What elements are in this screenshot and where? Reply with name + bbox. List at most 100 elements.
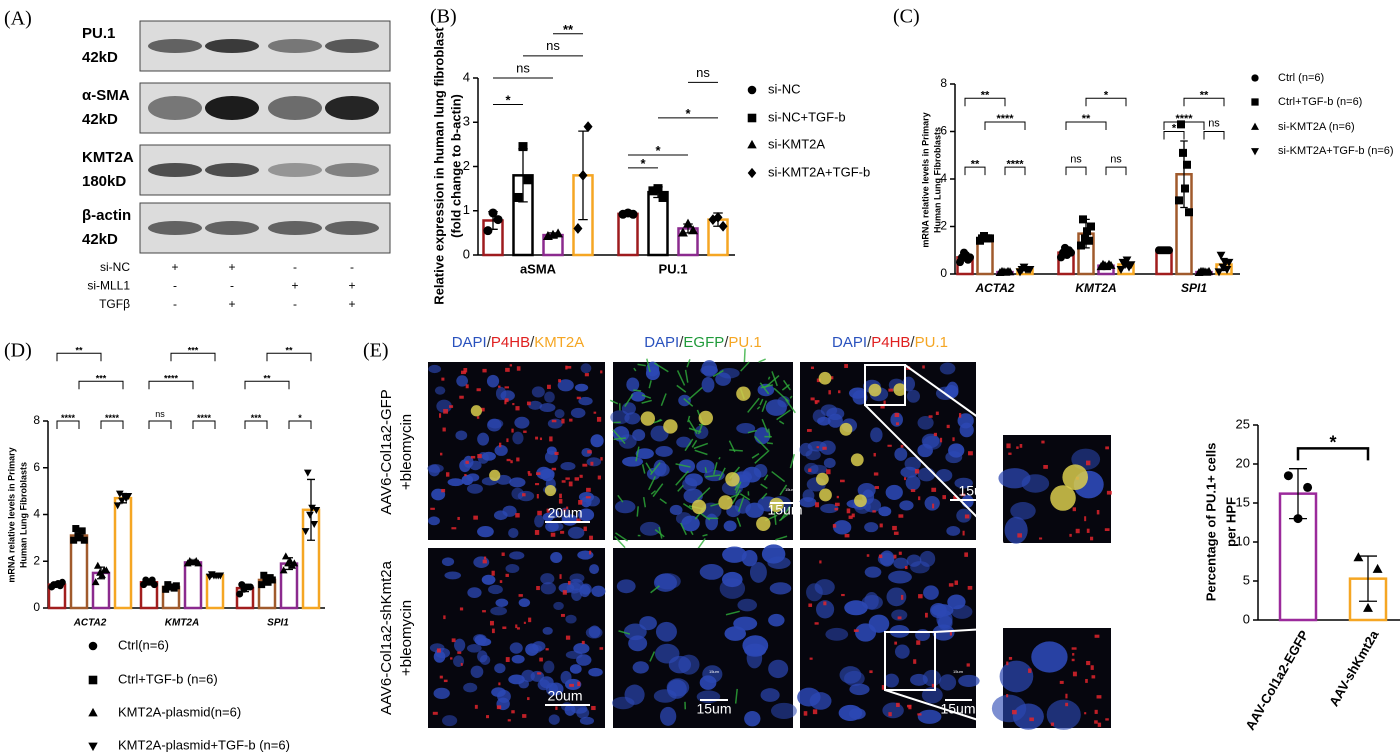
nucleus	[768, 613, 785, 627]
p4hb-signal	[576, 518, 581, 523]
egfp-signal	[649, 462, 661, 476]
channel-name: DAPI	[832, 334, 867, 351]
band-name: PU.1	[82, 25, 115, 42]
p4hb-signal	[511, 710, 515, 714]
scale-bar-label: 15um	[940, 701, 975, 717]
p4hb-signal	[482, 610, 486, 613]
nucleus	[588, 625, 601, 638]
panel-label: (E)	[363, 340, 389, 362]
nucleus	[777, 395, 791, 408]
nucleus	[621, 402, 636, 415]
x-tick-label: SPI1	[1181, 281, 1207, 295]
nucleus	[864, 522, 879, 533]
p4hb-signal	[559, 493, 562, 499]
data-point	[513, 192, 523, 202]
nucleus	[852, 390, 868, 405]
pu1-signal	[769, 497, 784, 513]
egfp-signal	[618, 630, 631, 635]
p4hb-signal	[574, 477, 580, 481]
p4hb-signal	[439, 413, 442, 418]
channel-name: /	[724, 334, 729, 351]
zoom-line	[864, 404, 1004, 544]
y-axis-label: Percentage of PU.1+ cells	[1203, 443, 1218, 602]
y-tick-label: 2	[940, 219, 947, 233]
p4hb-signal	[844, 533, 850, 538]
p4hb-signal	[483, 556, 487, 560]
p4hb-signal	[964, 552, 969, 557]
p4hb-signal	[566, 365, 572, 369]
egfp-signal	[771, 371, 778, 387]
p4hb-signal	[515, 624, 518, 629]
nucleus	[653, 463, 670, 477]
nucleus	[543, 660, 555, 674]
channel-header: DAPI/P4HB/KMT2A	[452, 334, 585, 351]
p4hb-signal	[815, 502, 820, 508]
data-point	[488, 208, 498, 218]
egfp-signal	[737, 496, 745, 512]
p4hb-signal	[504, 398, 509, 403]
nucleus	[838, 704, 863, 722]
egfp-signal	[697, 424, 703, 435]
bar	[205, 574, 225, 610]
legend-marker	[747, 85, 757, 95]
data-point	[258, 581, 266, 589]
p4hb-signal	[888, 712, 892, 717]
nucleus	[805, 449, 821, 461]
p4hb-signal	[887, 444, 892, 447]
nucleus	[696, 459, 715, 474]
nucleus	[684, 473, 703, 487]
data-point	[1363, 602, 1373, 612]
p4hb-signal	[874, 486, 879, 489]
y-tick-label: 0	[463, 246, 470, 261]
zoom-line	[884, 689, 1004, 729]
egfp-signal	[659, 498, 667, 505]
p4hb-signal	[589, 550, 592, 555]
p4hb-signal	[443, 409, 448, 414]
nucleus	[654, 573, 681, 590]
p4hb-signal	[1043, 465, 1048, 469]
p4hb-signal	[511, 428, 514, 433]
nucleus	[455, 430, 468, 441]
data-point	[1067, 248, 1075, 257]
nucleus	[571, 704, 588, 714]
legend-marker	[88, 742, 98, 752]
nucleus	[578, 508, 595, 522]
p4hb-signal	[1084, 712, 1087, 715]
egfp-signal	[688, 386, 703, 401]
significance-label: ns	[516, 60, 530, 75]
nucleus	[558, 582, 575, 593]
legend-marker	[1251, 74, 1259, 82]
legend-marker	[88, 641, 98, 651]
nucleus	[945, 451, 963, 464]
p4hb-signal	[900, 594, 904, 600]
p4hb-signal	[554, 451, 559, 456]
scale-bar-label: 15um	[785, 487, 796, 492]
p4hb-signal	[496, 705, 502, 710]
p4hb-signal	[547, 384, 551, 389]
pu1-signal	[736, 386, 751, 401]
nucleus	[915, 629, 931, 642]
p4hb-signal	[562, 590, 567, 595]
nucleus	[823, 457, 836, 469]
nucleus	[754, 427, 771, 445]
p4hb-signal	[569, 418, 573, 422]
data-point	[1083, 227, 1091, 236]
nucleus	[590, 434, 604, 448]
p4hb-signal	[1072, 671, 1077, 677]
nucleus	[799, 497, 817, 508]
p4hb-signal	[457, 516, 460, 520]
p4hb-signal	[816, 378, 821, 383]
channel-name: KMT2A	[534, 334, 584, 351]
nucleus	[676, 436, 692, 448]
p4hb-signal	[904, 565, 908, 570]
data-point	[628, 209, 638, 219]
legend-label: Ctrl+TGF-b (n=6)	[1278, 96, 1362, 108]
legend-label: si-KMT2A	[768, 136, 825, 151]
p4hb-signal	[961, 493, 966, 497]
data-point	[260, 571, 268, 579]
nucleus	[441, 557, 455, 567]
band-name: α-SMA	[82, 87, 130, 104]
p4hb-signal	[555, 706, 558, 710]
egfp-signal	[637, 363, 646, 367]
nucleus	[547, 418, 563, 429]
